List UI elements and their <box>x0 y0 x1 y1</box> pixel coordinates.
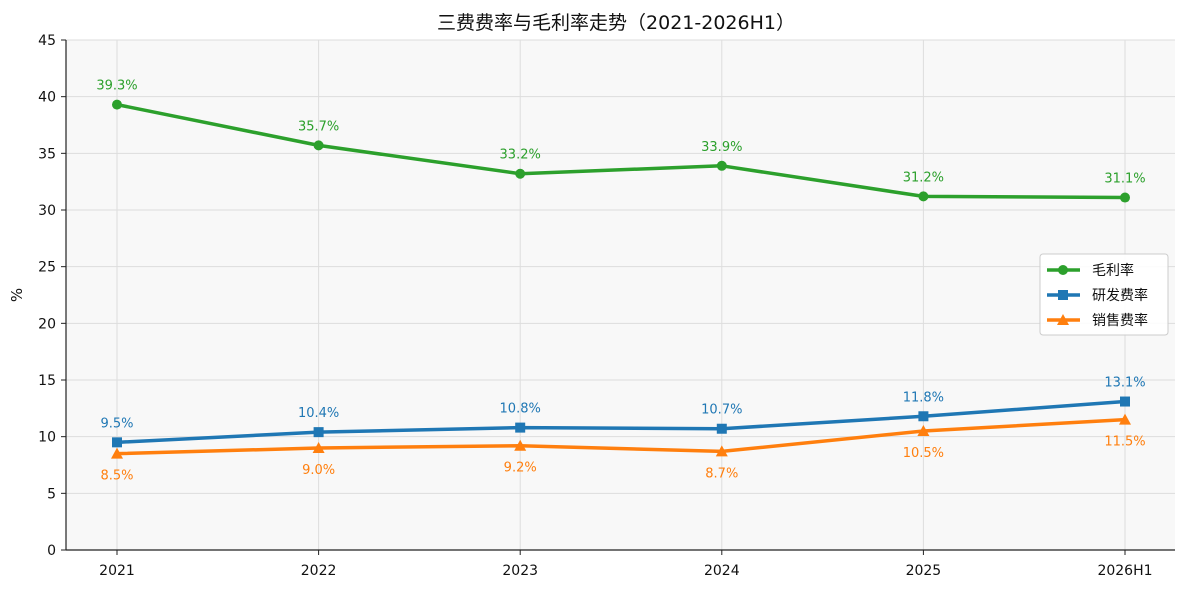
y-tick-label: 5 <box>47 486 56 502</box>
data-point <box>1120 396 1130 407</box>
data-point <box>313 140 324 151</box>
data-label: 9.5% <box>100 416 133 431</box>
data-labels: 39.3% 35.7% 33.2% 33.9% 31.2% 31.1% 9.5% 10.4% 1… <box>96 79 1145 484</box>
legend-label: 研发费率 <box>1092 287 1148 304</box>
data-point <box>1119 413 1131 425</box>
data-label: 9.2% <box>504 461 537 476</box>
legend-marker <box>1058 290 1068 300</box>
data-label: 33.9% <box>701 140 742 155</box>
data-point <box>515 422 526 433</box>
y-tick-label: 15 <box>38 373 56 389</box>
x-tick-label: 2021 <box>99 563 135 579</box>
data-label: 11.8% <box>903 390 944 405</box>
data-label: 35.7% <box>298 119 339 134</box>
x-tick-label: 2026H1 <box>1097 563 1152 579</box>
data-point <box>514 439 527 451</box>
data-point <box>917 425 930 436</box>
data-label: 8.7% <box>705 466 738 481</box>
data-point <box>715 445 728 457</box>
x-tick-label: 2024 <box>704 563 740 579</box>
y-tick-label: 40 <box>38 90 56 106</box>
data-point <box>112 437 122 448</box>
data-point <box>111 447 123 459</box>
y-tick-label: 10 <box>38 430 56 446</box>
data-label: 33.2% <box>500 148 541 163</box>
y-tick-label: 0 <box>47 543 56 559</box>
legend-marker <box>1058 265 1068 275</box>
data-label: 9.0% <box>302 463 335 478</box>
data-label: 31.1% <box>1104 172 1145 187</box>
data-point <box>918 191 929 202</box>
data-point <box>313 427 324 438</box>
y-tick-label: 30 <box>38 203 56 219</box>
data-label: 13.1% <box>1104 376 1145 391</box>
plot-background <box>66 40 1175 550</box>
data-point <box>716 423 727 434</box>
data-point <box>515 168 526 179</box>
data-label: 11.5% <box>1104 435 1145 450</box>
data-label: 8.5% <box>100 469 133 484</box>
y-tick-label: 45 <box>38 33 56 49</box>
legend-label: 毛利率 <box>1092 262 1134 279</box>
data-point <box>112 99 122 110</box>
data-label: 10.4% <box>298 406 339 421</box>
data-point <box>716 160 727 171</box>
y-tick-label: 20 <box>38 316 56 332</box>
series-line <box>115 399 1127 445</box>
x-tick-label: 2022 <box>301 563 337 579</box>
y-tick-label: 35 <box>38 146 56 162</box>
y-axis-label: % <box>8 288 26 302</box>
data-label: 10.8% <box>500 402 541 417</box>
chart-title: 三费费率与毛利率走势（2021-2026H1） <box>437 12 795 34</box>
series-line <box>115 102 1127 200</box>
series-line <box>115 417 1127 456</box>
y-tick-label: 25 <box>38 260 56 276</box>
data-label: 10.5% <box>903 446 944 461</box>
data-point <box>1120 192 1130 203</box>
data-point <box>312 442 325 453</box>
x-tick-label: 2023 <box>502 563 538 579</box>
series-layer <box>111 99 1131 459</box>
legend-label: 销售费率 <box>1092 312 1148 329</box>
legend-marker <box>1057 314 1069 325</box>
data-label: 31.2% <box>903 170 944 185</box>
data-label: 10.7% <box>701 403 742 418</box>
legend-box <box>1039 253 1169 336</box>
data-label: 39.3% <box>96 79 137 94</box>
data-point <box>918 411 929 422</box>
x-tick-label: 2025 <box>906 563 942 579</box>
